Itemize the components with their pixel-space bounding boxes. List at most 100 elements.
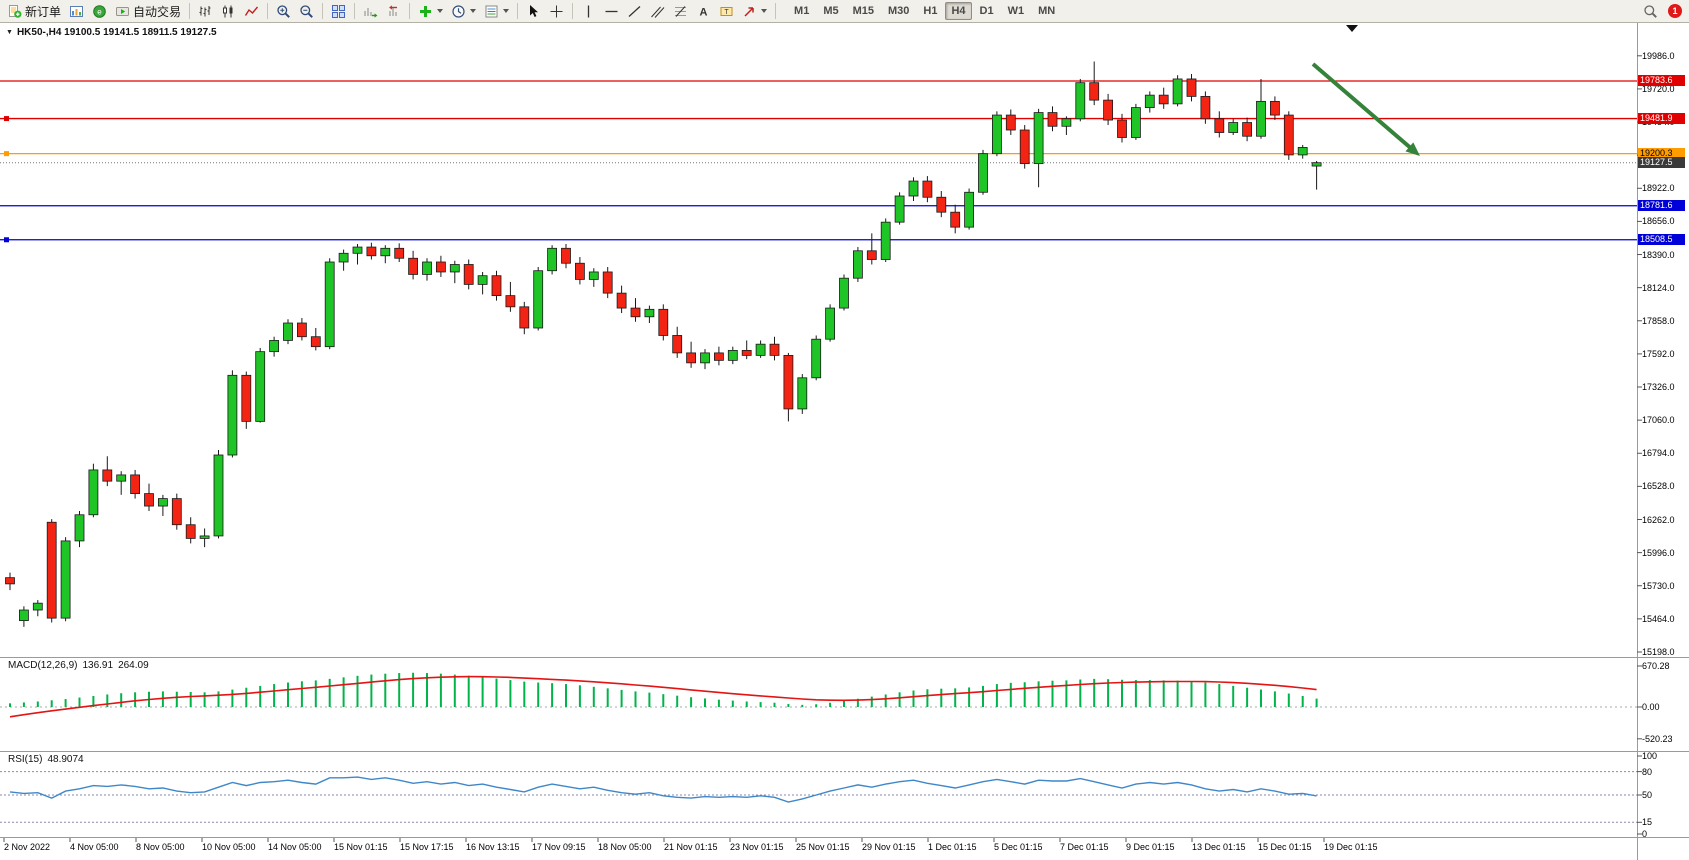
- metaeditor-icon: e: [93, 4, 106, 18]
- zoom-in-button[interactable]: [272, 1, 295, 21]
- fibonacci-button[interactable]: [669, 1, 692, 21]
- chart-shift-icon: [389, 4, 398, 16]
- toolbar-separator: [267, 3, 269, 19]
- horizontal-line-icon: [605, 10, 618, 12]
- dropdown-caret: [470, 9, 477, 13]
- auto-trading-icon: [116, 6, 130, 16]
- horizontal-line-objects[interactable]: [0, 80, 1637, 243]
- candlesticks: [5, 61, 1322, 627]
- timeframe-D1-button[interactable]: D1: [979, 5, 994, 17]
- toolbar-right-group: 1: [1639, 1, 1686, 21]
- equidistant-channel-icon: [651, 6, 665, 18]
- toolbar: 新订单 e 自动交易: [0, 0, 1689, 23]
- dropdown-caret: [503, 9, 510, 13]
- notification-badge[interactable]: 1: [1668, 4, 1682, 18]
- svg-text:A: A: [700, 6, 708, 18]
- chart-shift-button[interactable]: [382, 1, 405, 21]
- auto-scroll-icon: [364, 7, 378, 18]
- zoom-out-button[interactable]: [295, 1, 318, 21]
- text-label-icon: T: [720, 6, 733, 16]
- templates-button[interactable]: [480, 1, 513, 21]
- vertical-line-button[interactable]: [577, 1, 600, 21]
- indicators-icon: [420, 5, 432, 17]
- cursor-button[interactable]: [522, 1, 545, 21]
- timeframe-M5-button[interactable]: M5: [823, 5, 839, 17]
- periods-button[interactable]: [447, 1, 480, 21]
- dropdown-caret: [437, 9, 444, 13]
- templates-icon: [485, 5, 498, 17]
- new-order-label: 新订单: [25, 4, 62, 19]
- auto-scroll-button[interactable]: [359, 1, 382, 21]
- metaeditor-button[interactable]: e: [88, 1, 111, 21]
- search-icon: [1644, 4, 1657, 18]
- trendline-button[interactable]: [623, 1, 646, 21]
- toolbar-separator: [775, 3, 777, 19]
- svg-text:T: T: [724, 9, 729, 16]
- timeframe-H1-button[interactable]: H1: [923, 5, 938, 17]
- candlestick-chart-button[interactable]: [217, 1, 240, 21]
- horizontal-line-button[interactable]: [600, 1, 623, 21]
- search-button[interactable]: [1639, 1, 1662, 21]
- text-icon: A: [700, 6, 708, 18]
- panel-separators: [0, 23, 1689, 860]
- arrows-icon: [744, 6, 754, 17]
- timeframe-H4-button[interactable]: H4: [945, 2, 972, 20]
- chart-collapse-icon[interactable]: ▼: [6, 29, 13, 36]
- toolbar-separator: [572, 3, 574, 19]
- toolbar-separator: [409, 3, 411, 19]
- toolbar-separator: [517, 3, 519, 19]
- cursor-icon: [530, 4, 539, 17]
- text-button[interactable]: A: [692, 1, 715, 21]
- equidistant-channel-button[interactable]: [646, 1, 669, 21]
- trendline-icon: [628, 5, 641, 17]
- rsi-indicator: [0, 771, 1637, 823]
- zoom-in-icon: [277, 4, 290, 18]
- macd-label: MACD(12,26,9) 136.91 264.09: [8, 660, 149, 671]
- timeframe-W1-button[interactable]: W1: [1007, 5, 1025, 17]
- toolbar-separator: [189, 3, 191, 19]
- notification-count: 1: [1672, 6, 1678, 16]
- vertical-line-icon: [587, 5, 590, 17]
- chart-info-line: ▼ HK50-,H4 19100.5 19141.5 18911.5 19127…: [6, 27, 217, 38]
- macd-name: MACD(12,26,9): [8, 660, 78, 671]
- crosshair-icon: [550, 5, 563, 17]
- arrows-button[interactable]: [738, 1, 771, 21]
- rsi-name: RSI(15): [8, 754, 43, 765]
- auto-trading-label: 自动交易: [133, 4, 182, 19]
- line-chart-icon: [244, 6, 259, 16]
- timeframe-M30-button[interactable]: M30: [888, 5, 910, 17]
- timeframe-toolbar: M1 M5 M15 M30 H1 H4 D1 W1 MN: [788, 2, 1061, 20]
- indicators-button[interactable]: [414, 1, 447, 21]
- macd-main-value: 136.91: [82, 660, 114, 671]
- toolbar-separator: [322, 3, 324, 19]
- periods-clock-icon: [452, 4, 465, 18]
- chart-window-icon: [70, 5, 84, 17]
- macd-signal-value: 264.09: [118, 660, 149, 671]
- zoom-out-icon: [300, 4, 313, 18]
- rsi-value: 48.9074: [47, 754, 84, 765]
- macd-indicator: [0, 672, 1637, 718]
- trend-arrow[interactable]: [1311, 62, 1420, 156]
- auto-trading-button[interactable]: 自动交易: [111, 1, 185, 21]
- candlestick-chart-icon: [223, 5, 233, 17]
- line-chart-button[interactable]: [240, 1, 263, 21]
- new-order-icon: [9, 4, 22, 18]
- fibonacci-icon: [675, 5, 687, 17]
- new-order-button[interactable]: 新订单: [3, 1, 65, 21]
- timeframe-MN-button[interactable]: MN: [1038, 5, 1056, 17]
- symbol-ohlc-text: HK50-,H4 19100.5 19141.5 18911.5 19127.5: [16, 27, 217, 38]
- chart-shift-marker[interactable]: [1346, 25, 1358, 32]
- tile-windows-button[interactable]: [327, 1, 350, 21]
- timeframe-M15-button[interactable]: M15: [852, 5, 874, 17]
- toolbar-separator: [354, 3, 356, 19]
- rsi-label: RSI(15) 48.9074: [8, 754, 84, 765]
- dropdown-caret: [761, 9, 768, 13]
- crosshair-button[interactable]: [545, 1, 568, 21]
- text-label-button[interactable]: T: [715, 1, 738, 21]
- chart-window-button[interactable]: [65, 1, 88, 21]
- bar-chart-icon: [199, 5, 211, 16]
- svg-text:e: e: [97, 7, 102, 16]
- bar-chart-button[interactable]: [194, 1, 217, 21]
- timeframe-M1-button[interactable]: M1: [794, 5, 810, 17]
